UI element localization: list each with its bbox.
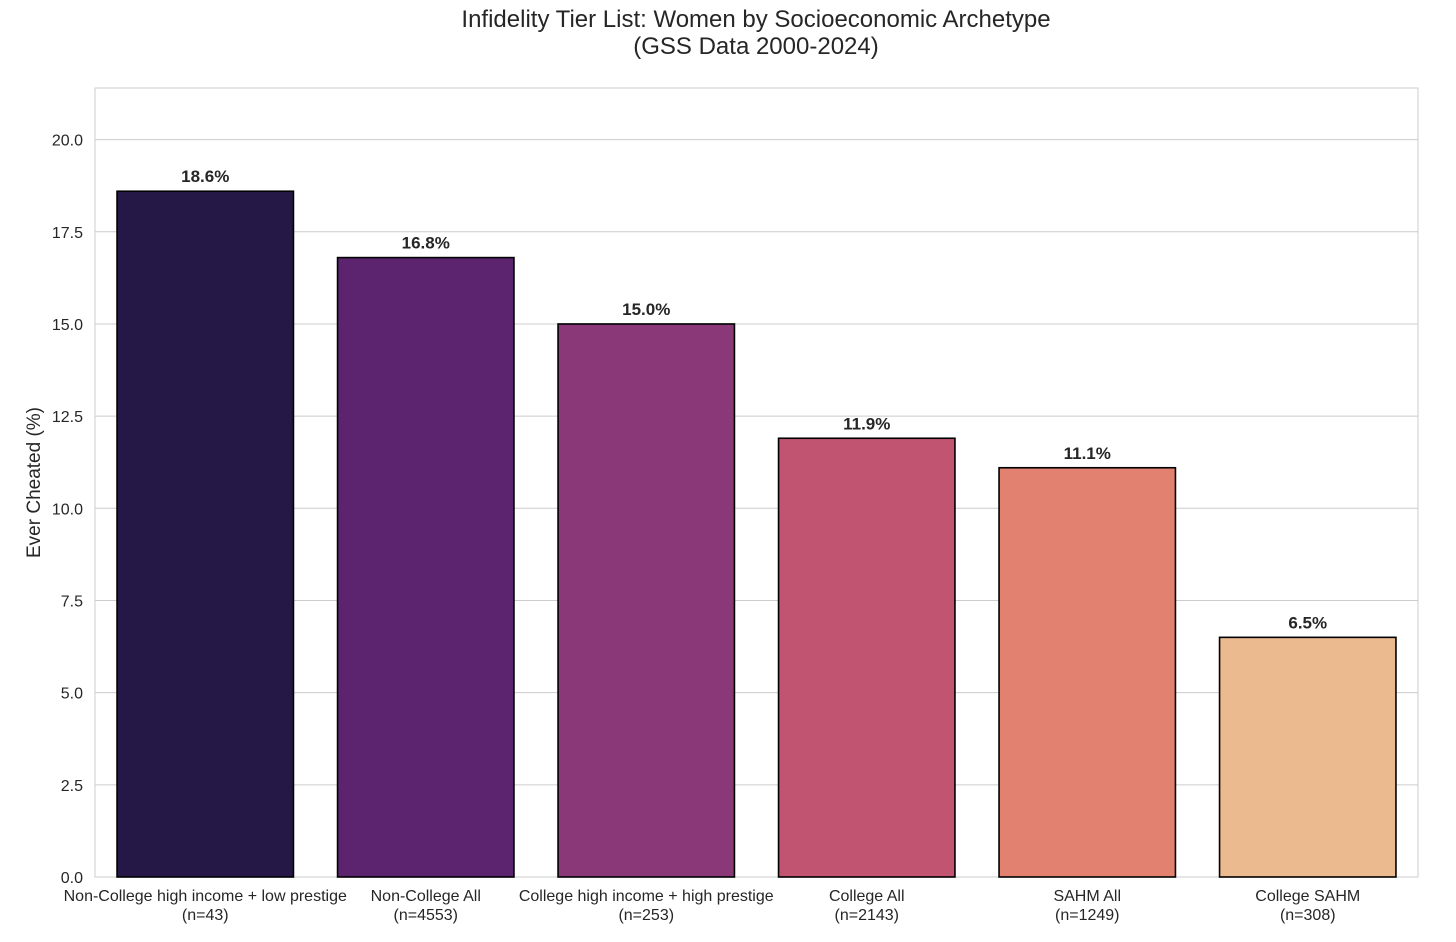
y-tick-label: 7.5	[61, 593, 83, 610]
bar-value-label: 15.0%	[622, 300, 670, 319]
bar-value-label: 6.5%	[1288, 613, 1327, 632]
x-tick-sample-size: (n=43)	[182, 907, 229, 924]
bar	[557, 323, 736, 878]
x-tick-label: Non-College All	[371, 888, 481, 905]
bar-value-label: 11.1%	[1064, 444, 1111, 463]
x-tick-sample-size: (n=4553)	[394, 907, 459, 924]
y-tick-label: 10.0	[52, 501, 83, 518]
y-axis-ticks: 0.0 2.5 5.0 7.5 10.0 12.5 15.0 17.5 20.0	[52, 133, 83, 887]
x-tick-label: College high income + high prestige	[519, 888, 774, 905]
y-tick-label: 17.5	[52, 225, 83, 242]
y-tick-label: 2.5	[61, 778, 83, 795]
plot-frame	[94, 87, 1419, 878]
chart-title: Infidelity Tier List: Women by Socioecon…	[461, 6, 1050, 33]
bar	[116, 190, 295, 878]
x-tick-sample-size: (n=2143)	[835, 907, 900, 924]
y-axis-label: Ever Cheated (%)	[24, 407, 45, 558]
data-labels: 18.6% 16.8% 15.0% 11.9% 11.1% 6.5%	[181, 167, 1327, 632]
bars	[116, 190, 1397, 878]
chart-subtitle: (GSS Data 2000-2024)	[633, 33, 878, 60]
bar-value-label: 16.8%	[402, 234, 450, 253]
x-tick-sample-size: (n=1249)	[1055, 907, 1120, 924]
bar	[998, 466, 1177, 878]
x-tick-label: SAHM All	[1053, 888, 1121, 905]
x-tick-label: College All	[829, 888, 905, 905]
y-tick-label: 0.0	[61, 870, 83, 887]
x-tick-sample-size: (n=253)	[618, 907, 674, 924]
grid-lines	[95, 139, 1418, 878]
x-tick-sample-size: (n=308)	[1280, 907, 1336, 924]
bar	[777, 437, 956, 878]
x-tick-label: Non-College high income + low prestige	[64, 888, 347, 905]
bar	[336, 256, 515, 878]
y-tick-label: 20.0	[52, 133, 83, 150]
y-tick-label: 5.0	[61, 686, 83, 703]
bar-value-label: 18.6%	[181, 167, 229, 186]
y-tick-label: 12.5	[52, 409, 83, 426]
x-axis-ticks: Non-College high income + low prestige (n…	[64, 888, 1361, 924]
x-tick-label: College SAHM	[1255, 888, 1360, 905]
bar	[1218, 636, 1397, 878]
bar-value-label: 11.9%	[843, 414, 890, 433]
y-tick-label: 15.0	[52, 317, 83, 334]
